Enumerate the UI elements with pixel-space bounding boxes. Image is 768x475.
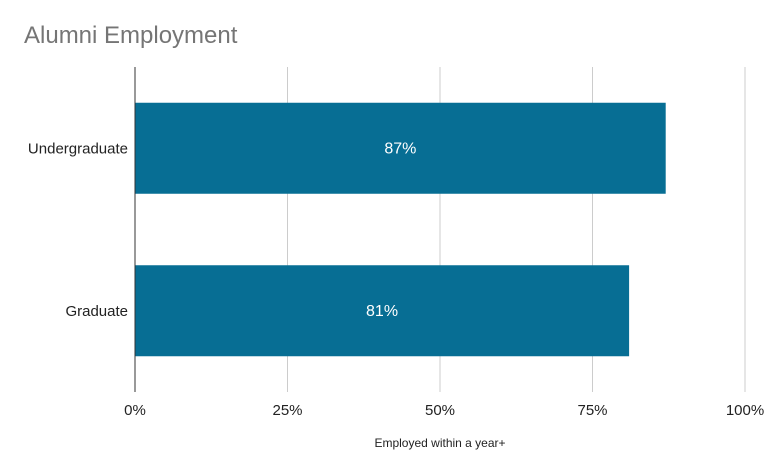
- x-tick-label: 50%: [425, 402, 455, 419]
- x-tick-label: 0%: [124, 402, 146, 419]
- x-tick-label: 75%: [577, 402, 607, 419]
- bars: 87% 81%: [135, 102, 666, 357]
- x-tick-label: 25%: [272, 402, 302, 419]
- data-label: 87%: [384, 140, 416, 157]
- x-tick-labels: 0% 25% 50% 75% 100%: [124, 402, 764, 419]
- x-axis-label: Employed within a year+: [374, 436, 505, 450]
- category-label: Undergraduate: [28, 140, 128, 157]
- bar: [135, 102, 666, 194]
- bar: [135, 265, 630, 357]
- chart-title: Alumni Employment: [24, 22, 238, 49]
- x-tick-label: 100%: [726, 402, 764, 419]
- category-labels: Undergraduate Graduate: [28, 140, 128, 320]
- category-label: Graduate: [65, 303, 128, 320]
- data-label: 81%: [366, 303, 398, 320]
